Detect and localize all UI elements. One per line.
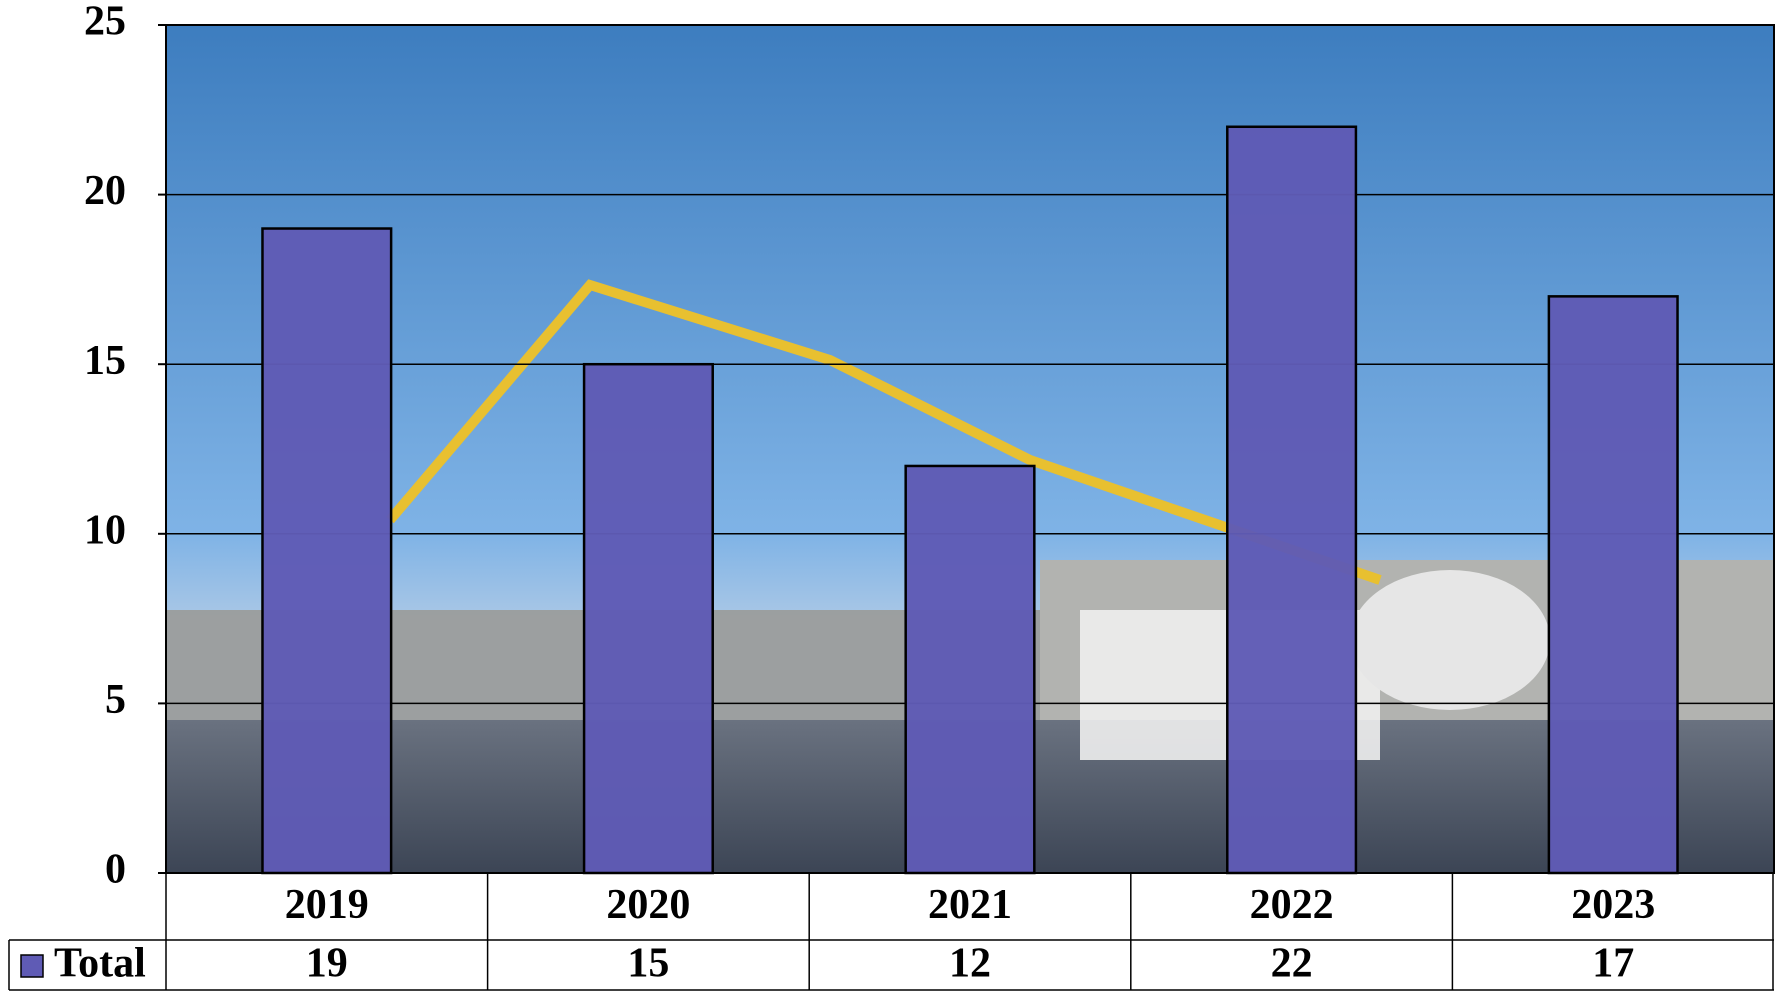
x-tick-label: 2021 [928, 882, 1012, 928]
table-value: 22 [1271, 941, 1313, 987]
bar [582, 362, 714, 875]
x-tick-label: 2019 [285, 882, 369, 928]
table-value: 19 [306, 941, 348, 987]
y-tick-label: 10 [84, 507, 126, 553]
y-tick-label: 20 [84, 168, 126, 214]
table-value: 15 [627, 941, 669, 987]
bar [1226, 125, 1358, 875]
y-tick-label: 25 [84, 0, 126, 45]
bar [904, 464, 1036, 875]
x-tick-label: 2022 [1250, 882, 1334, 928]
x-tick-label: 2020 [606, 882, 690, 928]
legend-label: Total [54, 941, 146, 987]
table-value: 17 [1592, 941, 1634, 987]
y-tick-label: 15 [84, 338, 126, 384]
bar [261, 227, 393, 875]
x-tick-label: 2023 [1571, 882, 1655, 928]
legend-swatch [20, 954, 44, 978]
plot-border [165, 24, 1775, 874]
y-tick-label: 0 [105, 847, 126, 893]
table-value: 12 [949, 941, 991, 987]
bars [261, 125, 1679, 875]
bar [1547, 295, 1679, 875]
y-tick-label: 5 [105, 677, 126, 723]
data-table: 2019 2020 2021 2022 2023 Total 19 15 12 22 17 [8, 873, 1774, 991]
